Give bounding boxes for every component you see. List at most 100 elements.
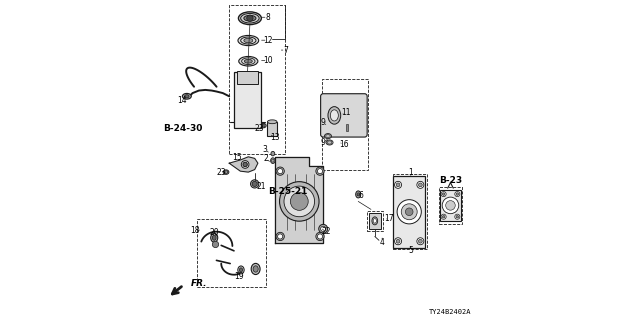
Circle shape: [441, 214, 446, 219]
Circle shape: [212, 241, 219, 248]
Ellipse shape: [239, 268, 243, 272]
Ellipse shape: [212, 235, 216, 240]
Text: 14: 14: [177, 96, 187, 105]
Ellipse shape: [184, 95, 189, 98]
Circle shape: [284, 186, 315, 217]
Text: 11: 11: [340, 108, 350, 117]
Text: 6: 6: [358, 190, 364, 200]
Ellipse shape: [244, 59, 252, 63]
Circle shape: [321, 226, 326, 231]
Bar: [440, 190, 461, 221]
Circle shape: [455, 214, 460, 219]
Text: 5: 5: [408, 246, 413, 255]
Text: FR.: FR.: [191, 279, 207, 288]
Ellipse shape: [330, 110, 339, 121]
Bar: [346, 124, 348, 131]
Circle shape: [291, 193, 308, 210]
Circle shape: [442, 193, 445, 196]
Ellipse shape: [238, 266, 244, 274]
Text: 17: 17: [385, 214, 394, 223]
Ellipse shape: [268, 120, 277, 124]
Circle shape: [442, 197, 459, 214]
Bar: [237, 71, 258, 84]
Ellipse shape: [182, 93, 191, 99]
Circle shape: [280, 182, 319, 221]
Ellipse shape: [251, 263, 260, 275]
Text: B-24-30: B-24-30: [163, 124, 203, 132]
Text: 8: 8: [266, 13, 270, 22]
Ellipse shape: [357, 193, 360, 196]
Circle shape: [445, 201, 455, 210]
Circle shape: [455, 192, 460, 197]
Text: 19: 19: [234, 272, 244, 281]
Text: 18: 18: [190, 226, 200, 235]
Circle shape: [417, 181, 424, 188]
Circle shape: [319, 224, 328, 233]
Circle shape: [397, 200, 421, 224]
Ellipse shape: [211, 233, 218, 242]
Circle shape: [317, 169, 323, 174]
Text: 22: 22: [322, 227, 331, 236]
Circle shape: [417, 238, 424, 245]
Circle shape: [250, 180, 259, 188]
Circle shape: [442, 215, 445, 218]
Circle shape: [405, 208, 413, 216]
Bar: [394, 176, 425, 248]
Bar: [268, 122, 277, 136]
Polygon shape: [275, 157, 323, 243]
Circle shape: [316, 232, 324, 241]
Text: 13: 13: [271, 133, 280, 142]
Ellipse shape: [356, 191, 361, 198]
Ellipse shape: [271, 151, 275, 156]
Circle shape: [276, 232, 284, 241]
Circle shape: [396, 239, 400, 243]
Circle shape: [401, 204, 417, 220]
Ellipse shape: [271, 158, 275, 164]
Text: 2: 2: [264, 154, 268, 163]
Circle shape: [246, 15, 253, 21]
Ellipse shape: [239, 56, 258, 66]
Circle shape: [456, 193, 459, 196]
Bar: [197, 219, 266, 287]
Bar: [234, 72, 261, 128]
Ellipse shape: [239, 12, 261, 25]
Circle shape: [419, 183, 422, 187]
Circle shape: [252, 181, 257, 187]
Ellipse shape: [253, 266, 258, 272]
Text: 23: 23: [216, 168, 226, 177]
Circle shape: [316, 167, 324, 175]
Text: 4: 4: [380, 238, 385, 247]
Text: B-25-21: B-25-21: [268, 187, 308, 196]
Text: 3: 3: [262, 145, 268, 154]
Text: 15: 15: [232, 153, 242, 162]
Ellipse shape: [372, 217, 378, 225]
Circle shape: [278, 234, 283, 239]
Bar: [367, 211, 383, 231]
FancyBboxPatch shape: [321, 94, 367, 137]
Circle shape: [394, 238, 401, 245]
Text: 9: 9: [321, 138, 326, 147]
Circle shape: [419, 239, 422, 243]
Text: B-23: B-23: [439, 176, 462, 185]
Bar: [369, 213, 381, 228]
Ellipse shape: [223, 170, 229, 174]
Bar: [438, 187, 463, 224]
Ellipse shape: [326, 140, 333, 145]
Text: 23: 23: [254, 124, 264, 132]
Bar: [321, 79, 368, 170]
Circle shape: [456, 215, 459, 218]
Text: 16: 16: [339, 140, 348, 149]
Text: 12: 12: [263, 36, 273, 45]
Ellipse shape: [244, 38, 253, 43]
Ellipse shape: [260, 123, 266, 128]
Circle shape: [243, 162, 247, 167]
Circle shape: [276, 167, 284, 175]
Circle shape: [278, 169, 283, 174]
Circle shape: [241, 161, 249, 168]
Text: 1: 1: [408, 168, 413, 177]
Text: 10: 10: [263, 56, 273, 65]
Text: 20: 20: [209, 228, 219, 237]
Bar: [229, 5, 285, 154]
Circle shape: [396, 183, 400, 187]
Ellipse shape: [328, 107, 340, 124]
